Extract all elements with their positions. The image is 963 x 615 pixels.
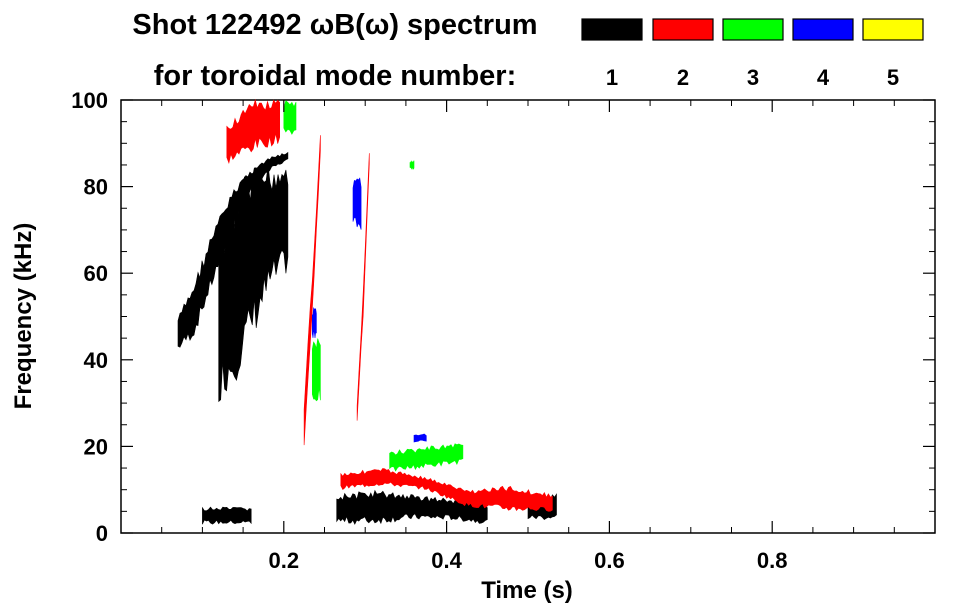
y-tick-label: 0	[96, 521, 108, 546]
y-axis-label: Frequency (kHz)	[10, 223, 37, 410]
legend-label-3: 3	[747, 65, 759, 90]
axes: 0.2 0.4 0.6 0.8 0 20 40 60 80 100	[71, 88, 935, 573]
legend-label-2: 2	[677, 65, 689, 90]
legend-swatch-5	[862, 18, 924, 41]
data-layer	[177, 98, 557, 525]
spectrum-region-n=2	[303, 135, 321, 446]
spectrum-region-n=2	[340, 468, 553, 512]
spectrum-region-n=4	[413, 433, 427, 443]
spectrum-region-n=2	[226, 98, 281, 165]
legend-swatch-2	[652, 18, 714, 41]
x-tick-label: 0.6	[594, 548, 625, 573]
spectrum-region-n=1	[218, 164, 289, 403]
spectrum-region-n=4	[352, 177, 362, 230]
spectrum-region-n=3	[283, 100, 297, 135]
legend-swatch-3	[722, 18, 784, 41]
legend-swatch-4	[792, 18, 854, 41]
chart-title-line2: for toroidal mode number:	[154, 60, 517, 92]
spectrum-region-n=1	[336, 489, 488, 525]
spectrum-region-n=4	[311, 306, 317, 339]
x-tick-label: 0.2	[269, 548, 300, 573]
spectrum-region-n=3	[409, 160, 415, 170]
x-tick-label: 0.8	[757, 548, 788, 573]
legend: 1 2 3 4 5	[581, 18, 924, 90]
spectrum-region-n=2	[356, 153, 370, 421]
legend-label-1: 1	[606, 65, 618, 90]
legend-label-4: 4	[817, 65, 830, 90]
y-tick-label: 40	[84, 348, 108, 373]
spectrum-region-n=1	[177, 151, 289, 348]
y-tick-label: 60	[84, 261, 108, 286]
legend-swatch-1	[581, 18, 643, 41]
x-tick-label: 0.4	[431, 548, 462, 573]
x-axis-label: Time (s)	[481, 577, 573, 604]
spectrum-region-n=3	[311, 338, 321, 402]
spectrum-region-n=3	[389, 443, 464, 472]
chart-title-line1: Shot 122492 ωB(ω) spectrum	[132, 9, 537, 41]
y-tick-label: 20	[84, 434, 108, 459]
legend-label-5: 5	[887, 65, 899, 90]
spectrum-region-n=1	[202, 506, 252, 525]
y-tick-label: 80	[84, 175, 108, 200]
y-tick-label: 100	[71, 88, 108, 113]
